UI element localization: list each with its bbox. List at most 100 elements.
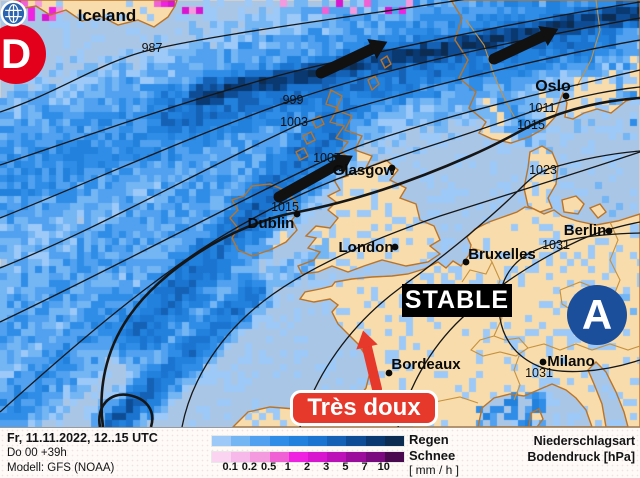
isobar-line xyxy=(299,150,640,427)
rain-label: Regen xyxy=(409,432,449,447)
legend-type-labels: Regen Schnee [ mm / h ] xyxy=(409,432,459,478)
city-dot xyxy=(539,358,547,366)
run-offset-text: Do 00 +39h xyxy=(7,447,67,459)
country-border xyxy=(461,247,493,283)
isobar-line-bold xyxy=(98,393,154,427)
legend-color-step xyxy=(288,452,309,462)
flow-arrow-head xyxy=(332,154,353,174)
city-dot xyxy=(293,210,301,218)
legend-tick-value: 0.2 xyxy=(241,461,258,473)
legend-tick-value: 2 xyxy=(303,461,311,473)
legend-color-step xyxy=(288,436,309,446)
flow-arrow-shaft xyxy=(488,30,549,65)
city-dot xyxy=(562,92,570,100)
model-name-text: Modell: GFS (NOAA) xyxy=(7,462,115,474)
isobar-value-label: 999 xyxy=(283,93,304,107)
map-content-labels: Niederschlagsart Bodendruck [hPa] xyxy=(527,434,635,465)
isobar-value-label: 1011 xyxy=(529,101,556,115)
isobar-line-bold xyxy=(100,96,640,427)
legend-color-step xyxy=(384,452,405,462)
country-border xyxy=(576,0,601,87)
legend-tick-labels: 0.1 0.2 0.5 1 2 3 5 7 10 xyxy=(211,461,403,474)
snow-color-scale xyxy=(211,451,405,463)
footer-bar: Fr, 11.11.2022, 12..15 UTC Do 00 +39h Mo… xyxy=(0,427,640,478)
coastline xyxy=(367,75,380,92)
city-label: London xyxy=(339,239,394,256)
isobar-line xyxy=(0,0,465,113)
isobar-value-label: 1003 xyxy=(280,115,308,129)
country-border xyxy=(513,355,521,401)
isobar-line xyxy=(181,151,640,427)
coastline xyxy=(528,408,544,427)
coastline xyxy=(587,361,629,427)
coastline xyxy=(295,147,309,161)
coastline xyxy=(229,183,299,257)
legend-color-step xyxy=(346,452,366,462)
city-dot xyxy=(462,258,470,266)
legend-color-step xyxy=(269,452,289,462)
unit-label: [ mm / h ] xyxy=(409,463,460,477)
legend-color-step xyxy=(308,452,328,462)
legend-color-step xyxy=(327,452,347,462)
rain-color-scale xyxy=(211,435,405,447)
city-label: Oslo xyxy=(535,78,571,95)
legend-color-step xyxy=(384,436,405,446)
legend-color-step xyxy=(231,452,251,462)
coastline xyxy=(523,145,559,213)
isobar-line xyxy=(0,39,640,269)
flow-arrow-shaft xyxy=(362,342,382,394)
low-pressure-symbol: D xyxy=(0,24,46,84)
legend-color-step xyxy=(269,436,289,446)
high-pressure-letter: A xyxy=(581,291,613,338)
city-label: Glasgow xyxy=(333,162,396,179)
legend-color-step xyxy=(212,436,232,446)
city-label: Berlin xyxy=(564,222,607,239)
city-dot xyxy=(391,243,399,251)
isobar-value-label: 1023 xyxy=(529,163,557,177)
coastline xyxy=(13,0,178,28)
legend-color-step xyxy=(346,436,366,446)
coastline xyxy=(588,203,607,219)
country-border xyxy=(527,343,640,351)
high-pressure-symbol: A xyxy=(567,285,627,345)
isobar-line xyxy=(0,1,640,166)
legend-color-step xyxy=(231,436,251,446)
legend-tick-value: 10 xyxy=(377,461,390,473)
city-label: Bordeaux xyxy=(391,356,461,373)
isobar-coast-layer: 98799910031007101510111015102310311031Ic… xyxy=(0,0,640,427)
coastline xyxy=(450,0,640,144)
legend-tick-value: 7 xyxy=(361,461,368,473)
mild-air-badge: Très doux xyxy=(290,390,438,426)
flow-arrow-shaft xyxy=(315,43,378,79)
map-area: 987 999 1003 1007 1015 1011 1015 1023 1031 1031 Ic… xyxy=(0,0,640,427)
country-border xyxy=(465,19,516,119)
stable-annotation-text: STABLE xyxy=(404,286,510,314)
valid-time-text: Fr, 11.11.2022, 12..15 UTC xyxy=(7,431,158,445)
city-dot xyxy=(385,369,393,377)
coastline xyxy=(477,383,593,427)
legend-color-step xyxy=(365,452,385,462)
legend-color-step xyxy=(250,452,270,462)
isobar-line xyxy=(0,86,640,413)
city-dot xyxy=(388,164,396,172)
legend-tick-value: 0.1 xyxy=(222,461,238,473)
model-run-info: Fr, 11.11.2022, 12..15 UTC Do 00 +39h Mo… xyxy=(7,431,158,476)
city-label: Iceland xyxy=(78,6,137,25)
stable-annotation: STABLE xyxy=(402,284,512,317)
isobar-value-label: 1015 xyxy=(271,200,299,214)
coastline xyxy=(232,206,640,427)
isobar-line xyxy=(0,69,640,323)
legend-tick-value: 0.5 xyxy=(260,461,277,473)
isobar-value-label: 1015 xyxy=(517,118,545,132)
city-label: Milano xyxy=(547,353,595,370)
flow-arrow-head xyxy=(367,39,388,59)
pressure-field-label: Bodendruck [hPa] xyxy=(527,449,635,464)
low-pressure-letter: D xyxy=(0,30,32,77)
snow-label: Schnee xyxy=(409,447,456,463)
city-dot xyxy=(605,227,613,235)
coastline xyxy=(302,131,316,145)
legend-color-step xyxy=(212,452,232,462)
legend-color-step xyxy=(365,436,385,446)
flow-arrow-head xyxy=(356,330,378,350)
